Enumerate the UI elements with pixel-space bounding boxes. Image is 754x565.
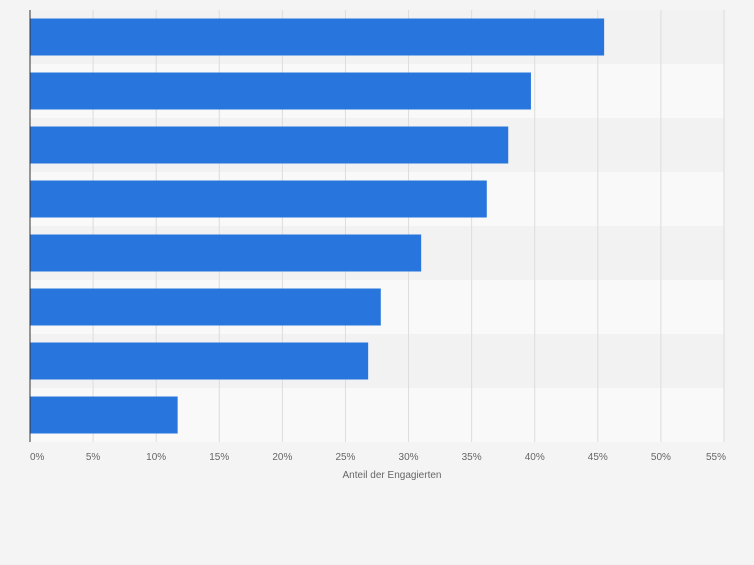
x-tick-label: 20% <box>272 452 292 463</box>
x-axis-label: Anteil der Engagierten <box>343 470 442 481</box>
x-tick-label: 0% <box>30 452 45 463</box>
x-tick-label: 15% <box>209 452 229 463</box>
x-tick-label: 55% <box>706 452 726 463</box>
x-tick-label: 10% <box>146 452 166 463</box>
bar[interactable] <box>30 126 509 164</box>
bar[interactable] <box>30 180 487 218</box>
bar[interactable] <box>30 342 369 380</box>
bar[interactable] <box>30 396 178 434</box>
x-tick-labels: 0% 5% 10% 15% 20% 25% 30% 35% 40% 45% 50% 55% <box>30 452 726 463</box>
x-tick-label: 25% <box>335 452 355 463</box>
bars <box>30 18 605 434</box>
x-tick-label: 40% <box>525 452 545 463</box>
bar[interactable] <box>30 72 531 110</box>
x-tick-label: 30% <box>399 452 419 463</box>
x-tick-label: 5% <box>86 452 101 463</box>
x-tick-label: 45% <box>588 452 608 463</box>
bar[interactable] <box>30 234 422 272</box>
x-tick-label: 35% <box>462 452 482 463</box>
bar[interactable] <box>30 18 605 56</box>
bar[interactable] <box>30 288 381 326</box>
x-tick-label: 50% <box>651 452 671 463</box>
